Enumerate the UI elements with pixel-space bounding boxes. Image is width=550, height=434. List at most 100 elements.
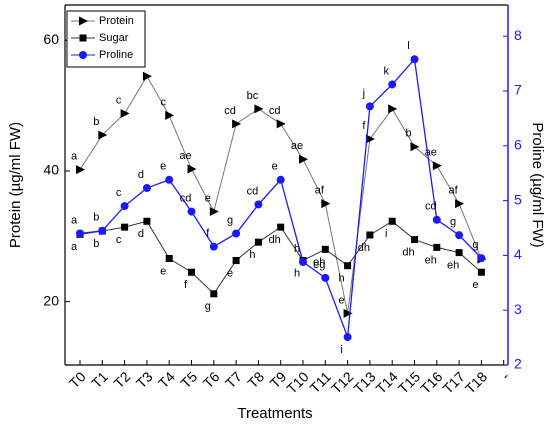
point-label: b	[405, 128, 411, 140]
point-label: c	[116, 187, 122, 199]
point	[344, 262, 352, 270]
point-label: dh	[402, 246, 414, 258]
point-label: h	[249, 249, 255, 261]
y2-tick-label: 6	[514, 137, 522, 153]
point	[365, 102, 374, 111]
point-label: g	[227, 214, 233, 226]
point	[433, 243, 441, 251]
point-label: e	[160, 265, 166, 277]
point-label: e	[272, 161, 278, 173]
point	[187, 207, 196, 216]
point-label: e	[205, 192, 211, 204]
point	[321, 199, 331, 209]
point	[343, 308, 353, 318]
y2-tick-label: 2	[514, 356, 522, 372]
point-label: cd	[224, 105, 236, 117]
y-tick-label: 60	[43, 31, 59, 47]
x-tick-label: T3	[133, 368, 156, 391]
point-label: a	[71, 151, 78, 163]
point-label: ae	[291, 140, 303, 152]
series-line	[79, 57, 482, 338]
point	[165, 255, 173, 263]
point-label: ae	[179, 150, 191, 162]
point	[410, 142, 420, 152]
point-label: eh	[425, 254, 437, 266]
point-label: g	[450, 216, 456, 228]
point	[76, 229, 84, 238]
point	[411, 236, 418, 244]
x-tick-label: T0	[66, 368, 89, 391]
point	[121, 223, 129, 231]
point-label: i	[340, 344, 342, 356]
point-label: a	[71, 241, 78, 253]
point-label: eh	[447, 260, 459, 272]
point	[321, 273, 330, 282]
point	[410, 55, 419, 64]
y-tick-label: 20	[43, 292, 59, 308]
point	[455, 199, 465, 209]
point-label: dh	[358, 242, 370, 254]
point-label: b	[93, 116, 99, 128]
point	[76, 165, 85, 175]
y-tick-label: 40	[43, 162, 59, 178]
legend-label: Proline	[99, 49, 133, 61]
point	[254, 104, 264, 114]
x-tick-label: T4	[155, 368, 178, 391]
point	[455, 249, 463, 257]
point	[388, 80, 397, 89]
x-tick-label: T5	[177, 368, 200, 391]
point	[366, 231, 374, 239]
point-label: k	[383, 65, 389, 77]
point	[388, 104, 398, 114]
point-label: bc	[247, 90, 259, 102]
point	[276, 119, 286, 129]
point	[120, 202, 129, 211]
point-label: f	[184, 279, 188, 291]
point-label: c	[116, 234, 122, 246]
point-label: cd	[425, 201, 437, 213]
point	[277, 223, 285, 231]
point	[232, 119, 242, 129]
legend-marker	[79, 16, 88, 26]
point-label: af	[449, 185, 459, 197]
point	[210, 290, 218, 298]
y2-tick-label: 8	[514, 27, 522, 43]
point	[187, 164, 197, 174]
point-label: d	[138, 169, 144, 181]
point	[299, 257, 307, 266]
point	[432, 215, 441, 224]
point	[299, 154, 308, 164]
point	[209, 206, 219, 216]
point-label: h	[339, 273, 345, 285]
point-label: h	[294, 243, 300, 255]
x-tick-label: T1	[88, 368, 111, 391]
x-axis-label: Treatments	[237, 405, 312, 422]
point	[232, 229, 241, 238]
point-label: j	[362, 87, 365, 99]
point-label: c	[116, 94, 122, 106]
point-label: h	[294, 267, 300, 279]
point	[343, 333, 352, 342]
y2-tick-label: 7	[514, 82, 522, 98]
y2-tick-label: 3	[514, 301, 522, 317]
y2-axis-label: Proline (µg/ml FW)	[529, 122, 546, 247]
y2-tick-label: 5	[514, 191, 522, 207]
point	[321, 245, 329, 253]
point	[254, 200, 263, 209]
point-label: dh	[269, 234, 281, 246]
point-label: b	[93, 212, 99, 224]
point	[120, 108, 130, 118]
legend-label: Protein	[99, 15, 134, 27]
point-label: e	[160, 161, 166, 173]
legend-marker	[79, 51, 87, 59]
point-label: g	[472, 239, 478, 251]
point-label: g	[205, 301, 211, 313]
point	[98, 226, 107, 235]
point-label: a	[71, 214, 78, 226]
point-label: e	[472, 279, 478, 291]
point	[432, 161, 442, 171]
point-label: cd	[269, 105, 281, 117]
point-label: f	[362, 120, 366, 132]
point-label: cd	[247, 185, 259, 197]
